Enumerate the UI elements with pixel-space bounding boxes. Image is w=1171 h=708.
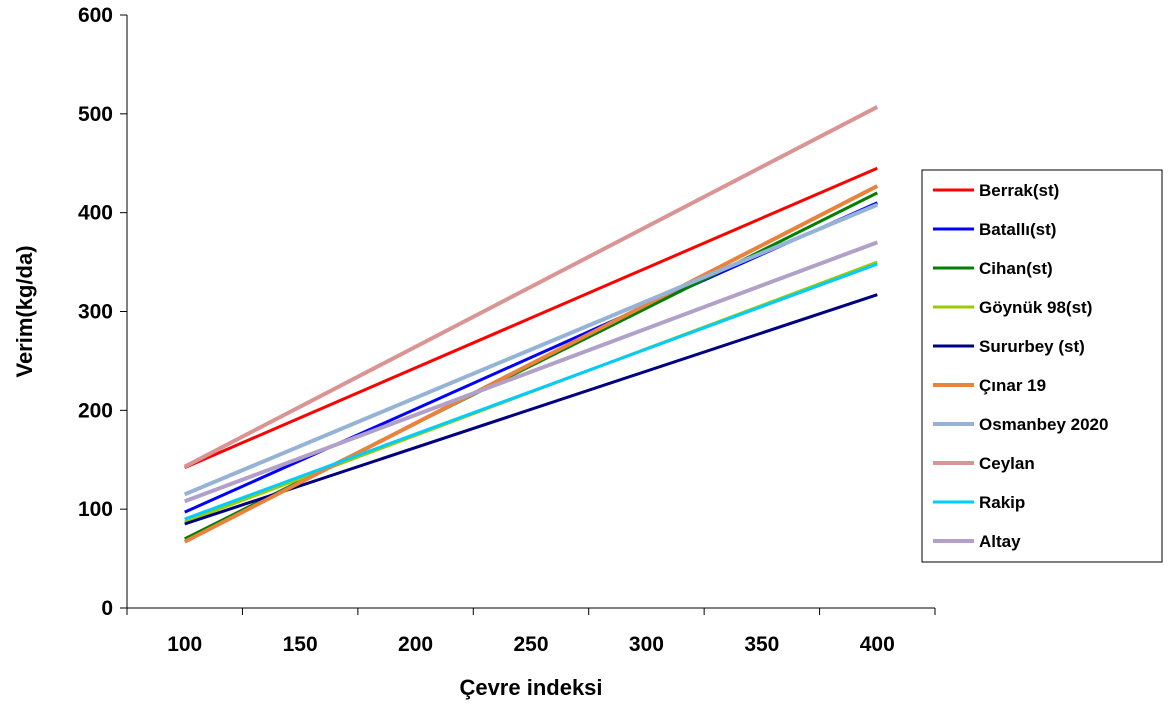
legend-label: Rakip bbox=[979, 493, 1025, 512]
x-tick-label: 100 bbox=[167, 633, 202, 656]
legend-label: Cihan(st) bbox=[979, 259, 1053, 278]
y-axis-ticks: 0 100 200 300 400 500 600 bbox=[78, 4, 127, 620]
legend-label: Çınar 19 bbox=[979, 376, 1046, 395]
y-tick-label: 400 bbox=[78, 202, 113, 225]
x-tick-label: 250 bbox=[513, 633, 548, 656]
series-line-5 bbox=[184, 293, 878, 526]
legend-label: Altay bbox=[979, 532, 1021, 551]
legend-label: Ceylan bbox=[979, 454, 1035, 473]
x-tick-label: 350 bbox=[744, 633, 779, 656]
y-tick-label: 0 bbox=[101, 597, 113, 620]
y-tick-label: 200 bbox=[78, 399, 113, 422]
x-tick-label: 150 bbox=[283, 633, 318, 656]
series-line-6 bbox=[183, 184, 879, 544]
y-tick-label: 500 bbox=[78, 103, 113, 126]
legend-label: Göynük 98(st) bbox=[979, 298, 1092, 317]
legend-label: Osmanbey 2020 bbox=[979, 415, 1108, 434]
legend-label: Batallı(st) bbox=[979, 220, 1056, 239]
series-line-8 bbox=[183, 105, 879, 469]
x-axis-title: Çevre indeksi bbox=[459, 675, 602, 700]
series-line-10 bbox=[184, 240, 878, 504]
axes bbox=[126, 15, 935, 609]
legend: Berrak(st) Batallı(st) Cihan(st) Göynük 98(… bbox=[921, 169, 1163, 563]
legend-box bbox=[921, 169, 1163, 563]
series-line-9 bbox=[184, 262, 878, 521]
legend-label: Sururbey (st) bbox=[979, 337, 1085, 356]
series-lines bbox=[183, 105, 879, 544]
y-tick-label: 100 bbox=[78, 498, 113, 521]
y-tick-label: 600 bbox=[78, 4, 113, 27]
series-line-7 bbox=[183, 202, 879, 497]
legend-label: Berrak(st) bbox=[979, 181, 1059, 200]
y-axis-title: Verim(kg/da) bbox=[12, 245, 37, 377]
x-tick-label: 400 bbox=[860, 633, 895, 656]
x-tick-label: 300 bbox=[629, 633, 664, 656]
x-tick-label: 200 bbox=[398, 633, 433, 656]
series-line-1 bbox=[184, 166, 878, 470]
x-axis-ticks: 100 150 200 250 300 350 400 bbox=[126, 608, 936, 656]
y-tick-label: 300 bbox=[78, 301, 113, 324]
